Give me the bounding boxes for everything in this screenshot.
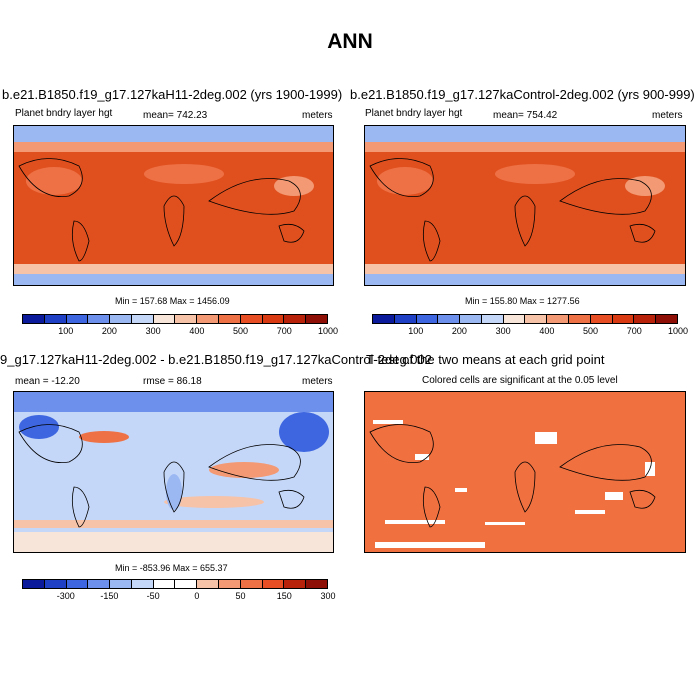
colorbar-swatch <box>66 580 89 588</box>
colorbar-swatch <box>197 580 220 588</box>
colorbar-swatch <box>525 315 548 323</box>
colorbar-tick-label: -50 <box>146 591 160 601</box>
colorbar-swatch <box>66 315 89 323</box>
colorbar-swatch <box>44 580 67 588</box>
panel2-mean: mean= 754.42 <box>493 110 558 121</box>
colorbar-tick-label: 200 <box>101 326 117 336</box>
colorbar-tick-label: 400 <box>189 326 205 336</box>
colorbar-swatch <box>416 315 439 323</box>
colorbar-swatch <box>656 315 677 323</box>
panel3-colorbar <box>22 579 328 589</box>
colorbar-tick-label: -300 <box>56 591 75 601</box>
colorbar-tick-label: 300 <box>320 591 336 601</box>
colorbar-swatch <box>569 315 591 323</box>
colorbar-swatch <box>219 580 241 588</box>
colorbar-swatch <box>240 580 263 588</box>
colorbar-swatch <box>110 580 132 588</box>
panel2-variable: Planet bndry layer hgt <box>365 108 463 119</box>
colorbar-swatch <box>44 315 67 323</box>
colorbar-tick-label: 1000 <box>317 326 339 336</box>
panel3-rmse: rmse = 86.18 <box>143 376 202 387</box>
colorbar-swatch <box>460 315 482 323</box>
colorbar-swatch <box>284 315 307 323</box>
panel1-minmax: Min = 157.68 Max = 1456.09 <box>115 296 230 306</box>
colorbar-tick-label: 0 <box>194 591 200 601</box>
panel2-map <box>364 125 686 286</box>
colorbar-swatch <box>634 315 657 323</box>
colorbar-swatch <box>481 315 504 323</box>
colorbar-swatch <box>88 580 111 588</box>
panel3-minmax: Min = -853.96 Max = 655.37 <box>115 563 228 573</box>
panel3-title: 9_g17.127kaH11-2deg.002 - b.e21.B1850.f1… <box>0 352 432 367</box>
colorbar-swatch <box>23 315 45 323</box>
colorbar-swatch <box>284 580 307 588</box>
panel1-units: meters <box>302 110 333 121</box>
figure-title: ANN <box>327 30 373 53</box>
panel2-colorbar <box>372 314 678 324</box>
panel1-map <box>13 125 334 286</box>
colorbar-swatch <box>131 315 154 323</box>
colorbar-swatch <box>262 580 285 588</box>
colorbar-swatch <box>590 315 613 323</box>
colorbar-tick-label: 300 <box>495 326 511 336</box>
panel3-map <box>13 391 334 553</box>
panel4-map <box>364 391 686 553</box>
colorbar-swatch <box>131 580 154 588</box>
panel1-mean: mean= 742.23 <box>143 110 208 121</box>
colorbar-swatch <box>262 315 285 323</box>
colorbar-tick-label: 1000 <box>667 326 689 336</box>
colorbar-tick-label: 200 <box>451 326 467 336</box>
colorbar-swatch <box>153 315 176 323</box>
colorbar-tick-label: 500 <box>583 326 599 336</box>
colorbar-tick-label: 700 <box>626 326 642 336</box>
panel1-variable: Planet bndry layer hgt <box>15 108 113 119</box>
panel3-mean: mean = -12.20 <box>15 376 80 387</box>
colorbar-swatch <box>394 315 417 323</box>
colorbar-tick-label: 100 <box>408 326 424 336</box>
panel3-units: meters <box>302 376 333 387</box>
panel4-title: T-test of the two means at each grid poi… <box>366 352 605 367</box>
colorbar-swatch <box>306 580 327 588</box>
colorbar-swatch <box>547 315 570 323</box>
panel1-colorbar <box>22 314 328 324</box>
colorbar-swatch <box>219 315 241 323</box>
panel4-subtitle: Colored cells are significant at the 0.0… <box>422 375 618 386</box>
colorbar-tick-label: 150 <box>276 591 292 601</box>
colorbar-swatch <box>153 580 176 588</box>
colorbar-swatch <box>438 315 461 323</box>
colorbar-swatch <box>88 315 111 323</box>
colorbar-tick-label: 500 <box>233 326 249 336</box>
colorbar-swatch <box>240 315 263 323</box>
colorbar-swatch <box>23 580 45 588</box>
colorbar-swatch <box>612 315 635 323</box>
colorbar-tick-label: 400 <box>539 326 555 336</box>
panel2-minmax: Min = 155.80 Max = 1277.56 <box>465 296 580 306</box>
panel2-title: b.e21.B1850.f19_g17.127kaControl-2deg.00… <box>350 87 695 102</box>
colorbar-swatch <box>373 315 395 323</box>
colorbar-tick-label: 100 <box>58 326 74 336</box>
colorbar-tick-label: 300 <box>145 326 161 336</box>
panel1-title: b.e21.B1850.f19_g17.127kaH11-2deg.002 (y… <box>2 87 343 102</box>
colorbar-swatch <box>175 580 198 588</box>
colorbar-tick-label: -150 <box>100 591 119 601</box>
colorbar-swatch <box>503 315 526 323</box>
colorbar-swatch <box>306 315 327 323</box>
panel2-units: meters <box>652 110 683 121</box>
colorbar-swatch <box>110 315 132 323</box>
colorbar-swatch <box>197 315 220 323</box>
colorbar-tick-label: 700 <box>276 326 292 336</box>
colorbar-swatch <box>175 315 198 323</box>
colorbar-tick-label: 50 <box>235 591 246 601</box>
